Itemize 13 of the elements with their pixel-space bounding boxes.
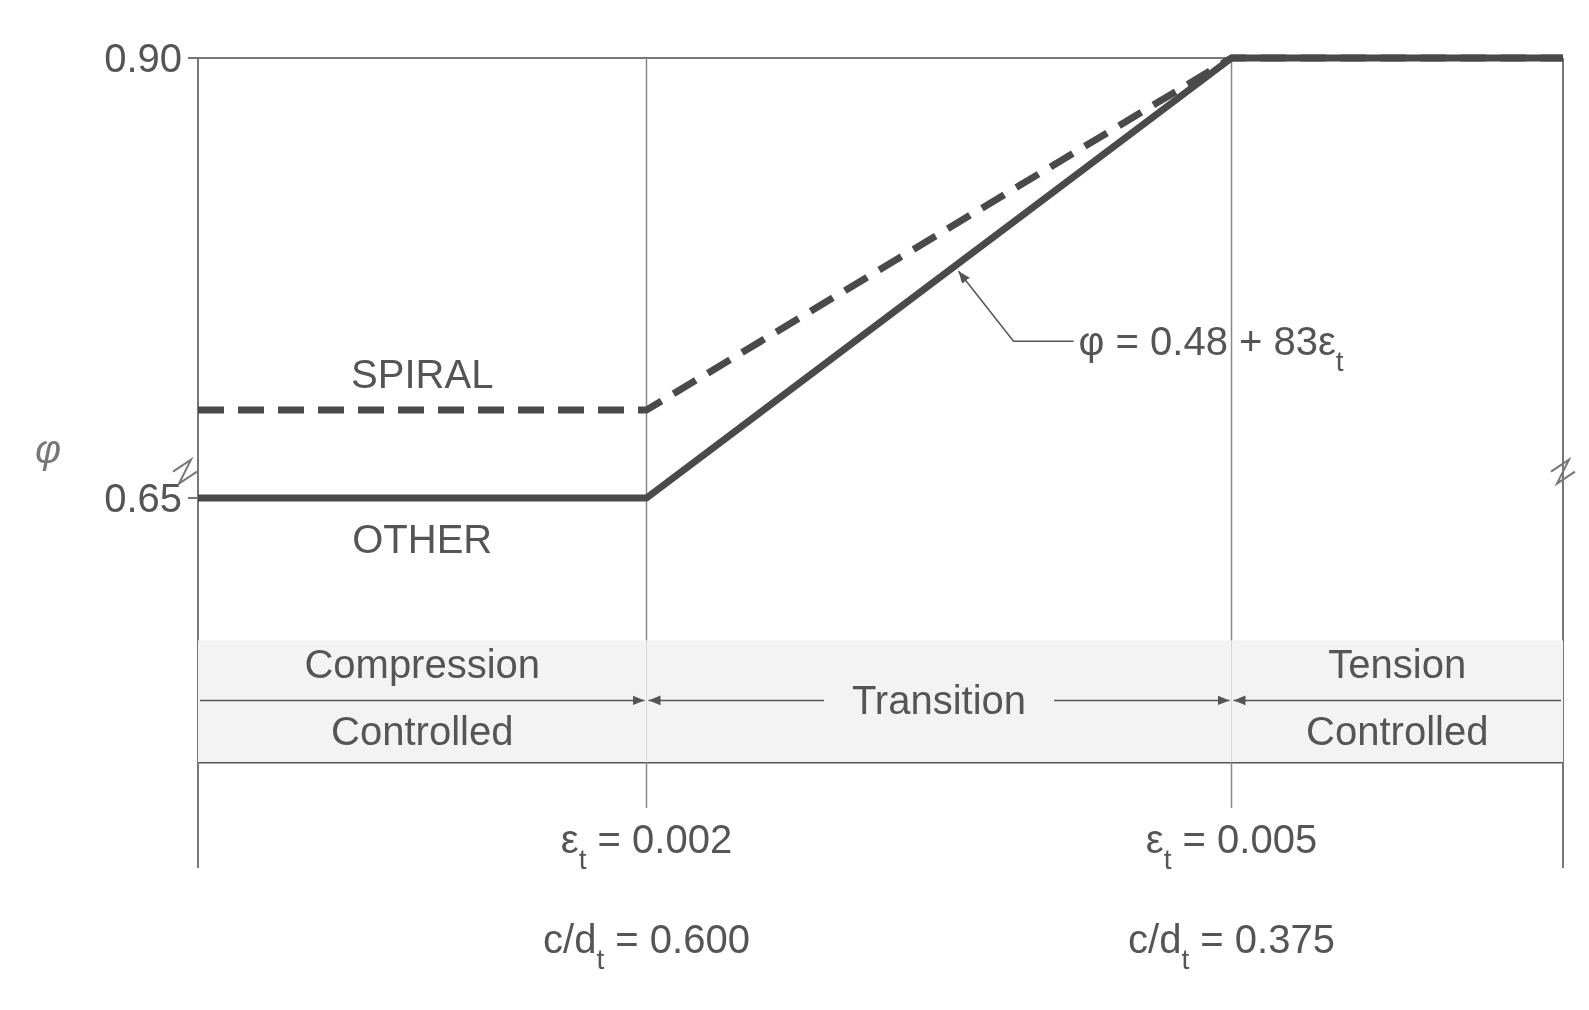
y-tick-label: 0.90 [104,36,182,80]
band-label: Compression Controlled [304,642,541,754]
band-label: Transition [851,678,1027,723]
series-label: OTHER [352,517,493,561]
text: c/d$_{t}$ = 0.375 [1128,917,1335,975]
y-axis-title: φ [34,427,62,471]
series-label: SPIRAL [351,352,494,396]
x-tick-label: ε$_{t}$ = 0.005 [1145,817,1318,875]
text: c/d$_{t}$ = 0.600 [543,917,750,975]
y-tick-label: 0.65 [104,476,182,520]
x-tick-label: ε$_{t}$ = 0.002 [560,817,733,875]
annotation: φ = 0.48 + 83ε$_{t}$ [1078,319,1344,377]
band-label: Tension Controlled [1306,642,1489,754]
